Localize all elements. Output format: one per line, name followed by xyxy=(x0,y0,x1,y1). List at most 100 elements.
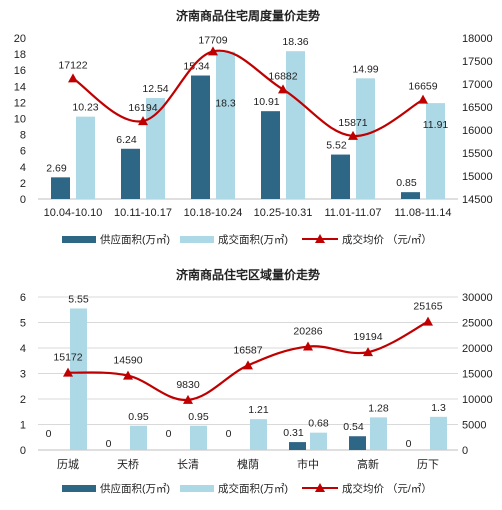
price-data-label: 20286 xyxy=(293,326,322,338)
supply-bar xyxy=(401,192,420,199)
legend-label-price: 成交均价 （元/㎡） xyxy=(342,233,432,246)
legend-swatch-supply xyxy=(62,236,96,243)
deal-data-label: 11.91 xyxy=(423,119,449,131)
price-marker xyxy=(68,73,78,83)
supply-data-label: 0.31 xyxy=(283,427,304,439)
deal-data-label: 1.3 xyxy=(431,402,446,414)
y-right-tick-label: 25000 xyxy=(462,318,493,330)
y-left-tick-label: 16 xyxy=(14,65,26,77)
supply-bar xyxy=(349,436,366,450)
deal-data-label: 18.36 xyxy=(282,36,308,48)
deal-data-label: 10.23 xyxy=(72,102,98,114)
x-tick-label: 历城 xyxy=(57,458,79,471)
supply-bar xyxy=(331,154,350,199)
price-marker xyxy=(123,370,133,380)
x-tick-label: 高新 xyxy=(357,457,379,471)
x-tick-label: 11.01-11.07 xyxy=(324,207,381,219)
legend-label-price: 成交均价 （元/㎡） xyxy=(342,482,432,495)
y-right-tick-label: 15500 xyxy=(462,148,493,160)
y-left-tick-label: 1 xyxy=(20,420,26,432)
x-tick-label: 10.11-10.17 xyxy=(114,207,172,219)
chart-2: 济南商品住宅区域量价走势 0 1 2 3 4 5 6 0 5000 10000 15000 20000 2… xyxy=(20,267,493,495)
supply-bar xyxy=(289,442,306,450)
x-tick-label: 历下 xyxy=(417,458,439,471)
price-marker xyxy=(243,360,253,370)
price-line xyxy=(72,49,424,138)
legend-label-deal: 成交面积(万㎡) xyxy=(218,233,288,246)
price-data-label: 16587 xyxy=(233,344,262,356)
y-left-tick-label: 6 xyxy=(20,292,26,304)
x-tick-label: 10.25-10.31 xyxy=(254,207,313,219)
y-right-tick-label: 16000 xyxy=(462,125,493,137)
y-right-tick-label: 20000 xyxy=(462,343,493,355)
price-marker xyxy=(423,316,433,326)
deal-bar xyxy=(146,98,165,199)
y-right-tick-label: 5000 xyxy=(462,420,486,432)
price-data-label: 9830 xyxy=(176,379,200,391)
x-tick-label: 天桥 xyxy=(117,458,139,471)
legend-swatch-deal xyxy=(180,236,214,243)
deal-data-label: 0.68 xyxy=(308,418,329,430)
price-marker xyxy=(418,94,428,104)
deal-bar xyxy=(370,417,387,450)
price-data-label: 14590 xyxy=(113,355,142,367)
y-left-tick-label: 10 xyxy=(14,114,26,126)
legend-label-supply: 供应面积(万㎡) xyxy=(100,233,170,246)
supply-data-label: 5.52 xyxy=(326,140,347,152)
chart-title: 济南商品住宅周度量价走势 xyxy=(176,8,320,23)
deal-bar xyxy=(356,78,375,199)
y-left-tick-label: 0 xyxy=(20,194,26,206)
price-marker xyxy=(303,341,313,351)
deal-data-label: 14.99 xyxy=(352,63,378,75)
supply-data-label: 0 xyxy=(226,428,232,440)
y-left-tick-label: 14 xyxy=(14,81,26,93)
price-data-label: 19194 xyxy=(353,331,382,343)
legend-marker-price xyxy=(315,483,325,492)
y-right-tick-label: 17500 xyxy=(462,56,493,68)
supply-data-label: 0 xyxy=(106,438,112,450)
y-right-tick-label: 0 xyxy=(462,445,468,457)
deal-data-label: 0.95 xyxy=(188,411,209,423)
deal-data-label: 18.3 xyxy=(215,98,236,110)
y-left-tick-label: 5 xyxy=(20,318,26,330)
deal-bar xyxy=(190,425,207,450)
y-left-tick-label: 20 xyxy=(14,33,26,45)
supply-bar xyxy=(261,111,280,199)
y-left-tick-label: 8 xyxy=(20,130,26,142)
deal-data-label: 1.28 xyxy=(368,402,389,414)
y-left-tick-label: 2 xyxy=(20,394,26,406)
price-data-label: 25165 xyxy=(413,301,442,313)
deal-bar xyxy=(216,51,235,200)
price-marker xyxy=(183,394,193,404)
x-tick-label: 市中 xyxy=(297,457,319,471)
y-left-tick-label: 18 xyxy=(14,49,26,61)
supply-data-label: 0 xyxy=(406,438,412,450)
price-data-label: 16882 xyxy=(268,70,297,82)
y-left-tick-label: 2 xyxy=(20,178,26,190)
supply-bar xyxy=(191,75,210,199)
deal-data-label: 12.54 xyxy=(142,83,168,95)
supply-data-label: 0 xyxy=(46,428,52,440)
y-right-tick-label: 15000 xyxy=(462,369,493,381)
deal-data-label: 0.95 xyxy=(128,411,149,423)
supply-data-label: 10.91 xyxy=(253,96,279,108)
legend-label-supply: 供应面积(万㎡) xyxy=(100,482,170,495)
supply-data-label: 6.24 xyxy=(116,134,137,146)
y-left-tick-label: 4 xyxy=(20,162,26,174)
y-right-tick-label: 18000 xyxy=(462,33,493,45)
legend-label-deal: 成交面积(万㎡) xyxy=(218,482,288,495)
y-left-tick-label: 3 xyxy=(20,369,26,381)
deal-bar xyxy=(430,416,447,450)
supply-data-label: 0 xyxy=(166,428,172,440)
x-tick-label: 10.18-10.24 xyxy=(184,207,243,219)
legend: 供应面积(万㎡) 成交面积(万㎡) 成交均价 （元/㎡） xyxy=(62,482,432,495)
price-marker xyxy=(208,46,218,56)
price-data-label: 16659 xyxy=(408,81,437,93)
price-marker xyxy=(278,84,288,94)
price-data-label: 17122 xyxy=(58,59,87,71)
y-right-tick-label: 14500 xyxy=(462,194,493,206)
x-tick-label: 槐荫 xyxy=(237,457,259,471)
x-tick-label: 长清 xyxy=(177,458,199,471)
deal-bar xyxy=(286,51,305,200)
